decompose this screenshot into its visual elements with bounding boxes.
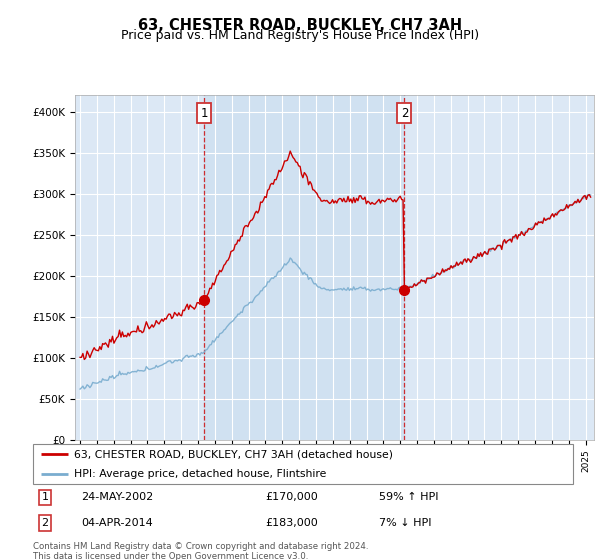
Text: 7% ↓ HPI: 7% ↓ HPI <box>379 518 431 528</box>
Text: 59% ↑ HPI: 59% ↑ HPI <box>379 492 438 502</box>
Text: 2: 2 <box>401 107 408 120</box>
Text: 2: 2 <box>41 518 49 528</box>
Text: 63, CHESTER ROAD, BUCKLEY, CH7 3AH: 63, CHESTER ROAD, BUCKLEY, CH7 3AH <box>138 18 462 33</box>
Bar <box>205 95 404 440</box>
Text: £183,000: £183,000 <box>265 518 318 528</box>
Text: £170,000: £170,000 <box>265 492 318 502</box>
Text: 04-APR-2014: 04-APR-2014 <box>82 518 154 528</box>
Text: Price paid vs. HM Land Registry's House Price Index (HPI): Price paid vs. HM Land Registry's House … <box>121 29 479 42</box>
Text: 63, CHESTER ROAD, BUCKLEY, CH7 3AH (detached house): 63, CHESTER ROAD, BUCKLEY, CH7 3AH (deta… <box>74 449 392 459</box>
Text: 24-MAY-2002: 24-MAY-2002 <box>82 492 154 502</box>
Text: 1: 1 <box>200 107 208 120</box>
Text: 1: 1 <box>41 492 49 502</box>
FancyBboxPatch shape <box>33 444 573 484</box>
Text: Contains HM Land Registry data © Crown copyright and database right 2024.
This d: Contains HM Land Registry data © Crown c… <box>33 542 368 560</box>
Text: HPI: Average price, detached house, Flintshire: HPI: Average price, detached house, Flin… <box>74 469 326 479</box>
